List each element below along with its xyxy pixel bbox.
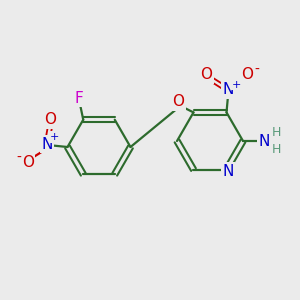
Text: O: O [242, 68, 254, 82]
Text: F: F [74, 91, 83, 106]
Text: H: H [272, 143, 281, 156]
Text: H: H [272, 126, 281, 139]
Text: N: N [222, 82, 234, 98]
Text: O: O [22, 155, 34, 170]
Text: O: O [44, 112, 56, 128]
Text: -: - [17, 151, 22, 164]
Text: +: + [50, 132, 59, 142]
Text: N: N [222, 164, 234, 178]
Text: N: N [258, 134, 270, 148]
Text: +: + [232, 80, 241, 89]
Text: -: - [255, 63, 260, 77]
Text: N: N [41, 136, 53, 152]
Text: O: O [172, 94, 184, 110]
Text: O: O [200, 68, 212, 82]
